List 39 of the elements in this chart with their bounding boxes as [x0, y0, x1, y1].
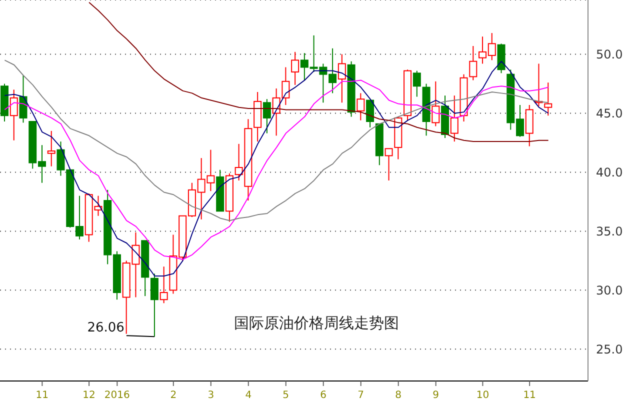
- candlestick: [356, 92, 365, 121]
- candlestick: [412, 70, 421, 98]
- x-tick-label: 6: [320, 390, 327, 400]
- y-tick-label: 35.0: [596, 224, 623, 238]
- candlestick: [338, 54, 346, 104]
- y-tick-label: 30.0: [596, 283, 623, 298]
- x-tick-label: 8: [395, 390, 402, 400]
- candlestick: [544, 82, 552, 116]
- x-tick-label: 12: [82, 390, 96, 400]
- x-tick-label: 2: [170, 390, 177, 400]
- x-tick-label: 7: [358, 390, 364, 400]
- y-tick-label: 45.0: [596, 106, 623, 120]
- candlestick: [47, 130, 56, 167]
- candlestick: [262, 98, 271, 134]
- candlestick: [525, 104, 534, 147]
- x-tick-label: 5: [282, 390, 290, 400]
- text: 国际原油价格周线走势图: [234, 314, 399, 333]
- candlestick: [384, 148, 393, 181]
- candlestick: [150, 273, 158, 338]
- candlestick: [432, 80, 440, 127]
- x-tick-label: 11: [36, 390, 49, 400]
- x-tick-label: 4: [245, 390, 252, 400]
- candlestick: [469, 46, 478, 81]
- x-tick-label: 10: [476, 390, 490, 400]
- candlestick: [366, 100, 374, 128]
- y-tick-label: 25.0: [596, 342, 623, 356]
- annotation: 26.06: [87, 320, 124, 336]
- candlestick: [19, 74, 28, 124]
- x-tick-label: 2016: [104, 390, 130, 400]
- x-tick-label: 3: [208, 390, 214, 400]
- x-tick-label: 9: [432, 390, 440, 400]
- x-tick-label: 11: [523, 390, 536, 400]
- candlestick: [10, 89, 18, 141]
- line-series: [88, 2, 549, 142]
- y-tick-label: 40.0: [596, 165, 623, 180]
- y-tick-label: 50.0: [596, 48, 623, 62]
- candlestick: [160, 266, 168, 304]
- candlestick: [291, 51, 300, 86]
- candlestick: [450, 95, 458, 142]
